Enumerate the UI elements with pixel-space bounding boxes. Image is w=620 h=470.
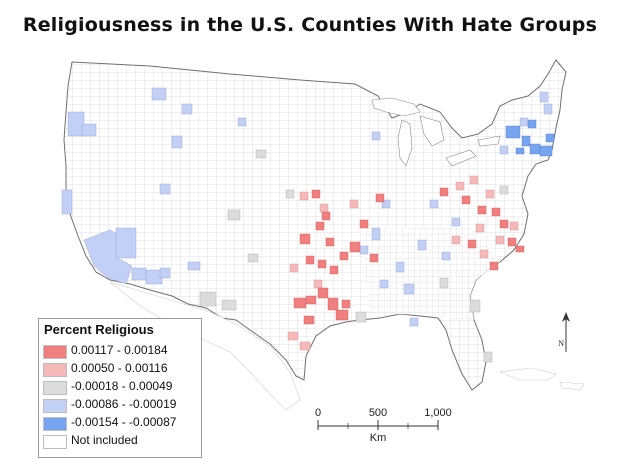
legend-label: 0.00117 - 0.00184: [71, 343, 168, 357]
lake-erie: [445, 149, 477, 167]
gray-counties: [199, 149, 509, 363]
lake-huron: [419, 115, 445, 147]
legend-swatch: [43, 345, 67, 359]
legend-label: -0.00154 - -0.00087: [71, 415, 177, 429]
southeast-counties: [360, 226, 500, 320]
legend-label: -0.00018 - 0.00049: [71, 379, 173, 393]
legend-swatch: [43, 381, 67, 395]
scale-tick-1000: 1,000: [424, 407, 452, 419]
legend-label: Not included: [71, 433, 138, 447]
scale-bar: 0 500 1,000 Km: [315, 407, 452, 444]
north-arrow-icon: N: [558, 312, 570, 352]
light-blue-counties: [61, 87, 553, 327]
lake-ontario: [477, 135, 501, 147]
caribbean-islands: [498, 367, 585, 391]
scale-tick-500: 500: [369, 407, 387, 419]
legend-label: 0.00050 - 0.00116: [71, 361, 168, 375]
legend-swatch: [43, 399, 67, 413]
legend-swatch: [43, 417, 67, 431]
north-label: N: [558, 339, 564, 348]
legend-swatch: [43, 435, 67, 449]
legend-label: -0.00086 - -0.00019: [71, 397, 177, 411]
map-legend: Percent Religious 0.00117 - 0.00184 0.00…: [38, 318, 202, 458]
map-title: Religiousness in the U.S. Counties With …: [22, 14, 598, 36]
scale-unit: Km: [370, 432, 387, 444]
legend-swatch: [43, 363, 67, 377]
scale-tick-0: 0: [315, 407, 321, 419]
legend-title: Percent Religious: [44, 322, 154, 337]
dark-blue-counties: [505, 119, 555, 157]
lake-michigan: [397, 119, 413, 167]
dark-pink-counties: [293, 187, 525, 325]
lake-superior: [371, 97, 421, 117]
